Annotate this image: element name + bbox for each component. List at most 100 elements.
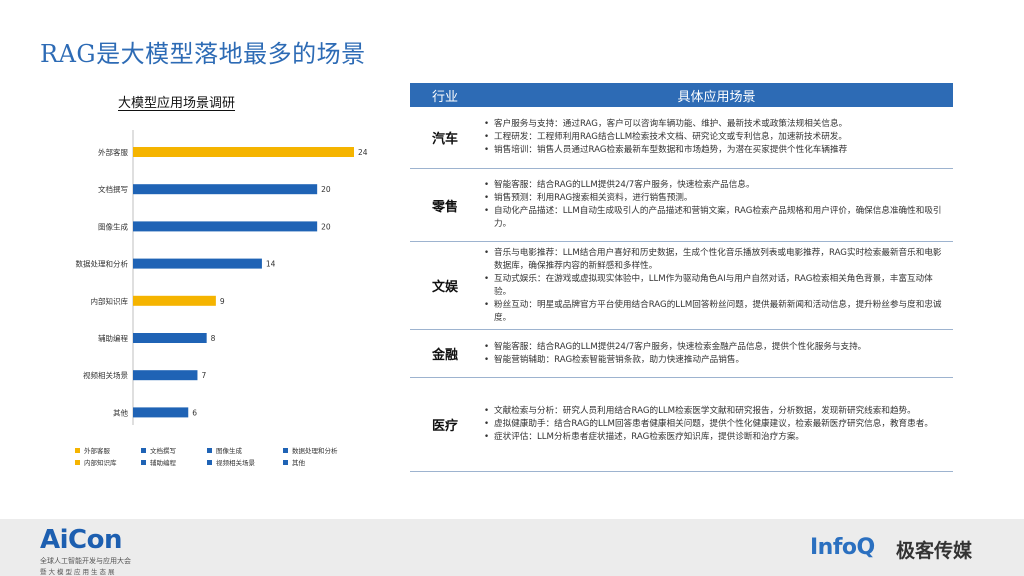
bar xyxy=(133,184,318,195)
scenario-item: • 音乐与电影推荐：LLM结合用户喜好和历史数据，生成个性化音乐播放列表或电影推荐… xyxy=(484,247,947,273)
category-label: 外部客服 xyxy=(98,147,128,157)
category-label: 数据处理和分析 xyxy=(76,259,129,269)
scenario-item: • 虚拟健康助手：结合RAG的LLM回答患者健康相关问题，提供个性化健康建议，检索… xyxy=(484,418,947,431)
value-label: 14 xyxy=(266,260,276,269)
legend-swatch xyxy=(283,447,288,453)
scenario-item: • 客户服务与支持：通过RAG，客户可以咨询车辆功能、维护、最新技术或政策法规相关… xyxy=(484,118,947,131)
scenario-text: 虚拟健康助手：结合RAG的LLM回答患者健康相关问题，提供个性化健康建议，检索最… xyxy=(494,419,933,429)
value-label: 9 xyxy=(220,297,225,306)
table-row: 金融 • 智能客服：结合RAG的LLM提供24/7客户服务，快速检索金融产品信息，提… xyxy=(410,330,953,378)
legend-label: 内部知识库 xyxy=(84,459,117,467)
legend-label: 文档撰写 xyxy=(150,447,176,455)
bullet-icon: • xyxy=(484,354,490,365)
scenario-cell: • 智能客服：结合RAG的LLM提供24/7客户服务，快速检索金融产品信息，提供个… xyxy=(480,330,953,377)
bullet-icon: • xyxy=(484,247,490,258)
legend-label: 其他 xyxy=(292,459,305,467)
bar xyxy=(133,258,262,269)
scenario-item: • 销售培训：销售人员通过RAG检索最新车型数据和市场趋势，为潜在买家提供个性化车… xyxy=(484,144,947,157)
scenario-item: • 智能客服：结合RAG的LLM提供24/7客户服务，快速检索产品信息。 xyxy=(484,179,947,192)
bar xyxy=(133,295,216,306)
scenario-text: 自动化产品描述：LLM自动生成吸引人的产品描述和营销文案，RAG检索产品规格和用… xyxy=(494,206,942,229)
bullet-icon: • xyxy=(484,406,490,416)
bar xyxy=(133,407,189,418)
scenario-text: 粉丝互动：明星或品牌官方平台使用结合RAG的LLM回答粉丝问题，提供最新新闻和活… xyxy=(494,299,942,323)
bullet-icon: • xyxy=(484,206,490,216)
bullet-icon: • xyxy=(484,132,490,142)
header-industry: 行业 xyxy=(431,89,458,105)
category-label: 辅助编程 xyxy=(98,333,128,343)
scenario-item: • 互动式娱乐：在游戏或虚拟现实体验中，LLM作为驱动角色AI与用户自然对话，RA… xyxy=(484,273,947,299)
scenario-text: 工程研发：工程师利用RAG结合LLM检索技术文档、研究论文或专利信息，加速新技术… xyxy=(494,132,847,142)
bullet-icon: • xyxy=(484,273,490,284)
industry-cell: 汽车 xyxy=(431,132,458,147)
legend-label: 图像生成 xyxy=(216,447,242,455)
category-label: 图像生成 xyxy=(98,221,128,231)
aicon-logo: AiCon xyxy=(40,525,123,555)
bullet-icon: • xyxy=(484,193,490,203)
aicon-subtitle-2: 暨大模型应用生态展 xyxy=(40,568,117,576)
jike-logo: 极客传媒 xyxy=(896,540,973,562)
scenario-table: 行业 具体应用场景 汽车 • 客户服务与支持：通过RAG，客户可以咨询车辆功能、维护… xyxy=(410,83,953,472)
scenario-text: 文献检索与分析：研究人员利用结合RAG的LLM检索医学文献和研究报告，分析数据，… xyxy=(494,406,916,416)
legend-swatch xyxy=(141,459,146,465)
category-label: 内部知识库 xyxy=(91,296,129,306)
bar xyxy=(133,147,354,157)
legend-swatch xyxy=(141,447,146,453)
industry-cell: 零售 xyxy=(431,199,458,215)
value-label: 7 xyxy=(201,371,206,380)
chart-legend: 外部客服 文档撰写 图像生成 数据处理和分析 内部知识库 辅助编程 视频相关场景 其他 xyxy=(75,445,375,467)
bullet-icon: • xyxy=(484,180,490,190)
value-label: 20 xyxy=(321,185,331,194)
scenario-cell: • 智能客服：结合RAG的LLM提供24/7客户服务，快速检索产品信息。 • 销售预测… xyxy=(480,169,953,241)
legend-label: 数据处理和分析 xyxy=(292,447,338,455)
legend-item: 图像生成 xyxy=(207,445,283,455)
scenario-text: 智能客服：结合RAG的LLM提供24/7客户服务，快速检索金融产品信息，提供个性… xyxy=(494,341,867,352)
table-row: 医疗 • 文献检索与分析：研究人员利用结合RAG的LLM检索医学文献和研究报告，分析… xyxy=(410,378,953,472)
table-row: 零售 • 智能客服：结合RAG的LLM提供24/7客户服务，快速检索产品信息。 • 销售… xyxy=(410,169,953,242)
legend-label: 外部客服 xyxy=(84,447,110,455)
scenario-item: • 自动化产品描述：LLM自动生成吸引人的产品描述和营销文案，RAG检索产品规格和… xyxy=(484,205,947,231)
bar xyxy=(133,333,207,343)
value-label: 20 xyxy=(321,222,331,231)
legend-swatch xyxy=(207,447,212,453)
chart-title: 大模型应用场景调研 xyxy=(118,96,236,111)
bullet-icon: • xyxy=(484,119,490,129)
table-header: 行业 具体应用场景 xyxy=(410,83,953,107)
scenario-text: 客户服务与支持：通过RAG，客户可以咨询车辆功能、维护、最新技术或政策法规相关信… xyxy=(494,119,848,129)
legend-item: 文档撰写 xyxy=(141,445,207,455)
industry-cell: 医疗 xyxy=(431,419,458,434)
bullet-icon: • xyxy=(484,299,490,310)
bar xyxy=(133,370,198,381)
category-label: 其他 xyxy=(113,407,128,417)
bar-chart: 外部客服 24 文档撰写 20 图像生成 20 数据处理和分析 14 内部知识库 9 辅助编程 8 视频… xyxy=(76,130,368,425)
footer: AiCon 全球人工智能开发与应用大会 暨大模型应用生态展 InfoQ 极客传媒 xyxy=(0,519,1024,576)
scenario-text: 智能客服：结合RAG的LLM提供24/7客户服务，快速检索产品信息。 xyxy=(494,180,755,190)
scenario-text: 音乐与电影推荐：LLM结合用户喜好和历史数据，生成个性化音乐播放列表或电影推荐，… xyxy=(494,247,942,271)
table-row: 文娱 • 音乐与电影推荐：LLM结合用户喜好和历史数据，生成个性化音乐播放列表或电影… xyxy=(410,242,953,330)
industry-cell: 文娱 xyxy=(431,280,458,295)
bullet-icon: • xyxy=(484,341,490,352)
bar xyxy=(133,221,318,232)
bullet-icon: • xyxy=(484,145,490,155)
industry-cell: 金融 xyxy=(431,348,458,363)
scenario-text: 互动式娱乐：在游戏或虚拟现实体验中，LLM作为驱动角色AI与用户自然对话，RAG… xyxy=(494,273,933,297)
scenario-item: • 症状评估：LLM分析患者症状描述，RAG检索医疗知识库，提供诊断和治疗方案。 xyxy=(484,431,947,444)
legend-item: 外部客服 xyxy=(75,445,141,455)
bullet-icon: • xyxy=(484,432,490,442)
table-row: 汽车 • 客户服务与支持：通过RAG，客户可以咨询车辆功能、维护、最新技术或政策法规… xyxy=(410,107,953,169)
value-label: 24 xyxy=(358,148,368,157)
legend-item: 其他 xyxy=(283,457,373,467)
value-label: 8 xyxy=(211,334,216,343)
scenario-cell: • 客户服务与支持：通过RAG，客户可以咨询车辆功能、维护、最新技术或政策法规相关… xyxy=(480,107,953,168)
aicon-subtitle: 全球人工智能开发与应用大会 xyxy=(40,557,131,565)
header-scenario: 具体应用场景 xyxy=(677,89,756,105)
slide-title: RAG是大模型落地最多的场景 xyxy=(40,40,366,68)
scenario-text: 智能营销辅助：RAG检索智能营销条款，助力快速推动产品销售。 xyxy=(494,354,745,365)
scenario-cell: • 文献检索与分析：研究人员利用结合RAG的LLM检索医学文献和研究报告，分析数据… xyxy=(480,378,953,471)
legend-swatch xyxy=(207,459,212,465)
infoq-logo: InfoQ xyxy=(810,535,875,560)
scenario-text: 症状评估：LLM分析患者症状描述，RAG检索医疗知识库，提供诊断和治疗方案。 xyxy=(494,432,805,442)
category-label: 文档撰写 xyxy=(98,184,128,194)
legend-swatch xyxy=(75,459,80,465)
scenario-cell: • 音乐与电影推荐：LLM结合用户喜好和历史数据，生成个性化音乐播放列表或电影推荐… xyxy=(480,242,953,329)
